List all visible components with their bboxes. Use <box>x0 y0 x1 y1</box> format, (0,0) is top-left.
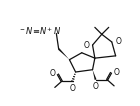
Text: O: O <box>93 82 99 91</box>
Text: O: O <box>84 41 89 50</box>
Text: O: O <box>116 37 122 46</box>
Polygon shape <box>93 70 97 80</box>
Text: O: O <box>113 68 119 77</box>
Polygon shape <box>58 48 69 60</box>
Text: $^-$N$\!\equiv\!$N$^+$N: $^-$N$\!\equiv\!$N$^+$N <box>18 25 61 37</box>
Text: O: O <box>50 69 56 78</box>
Text: O: O <box>70 84 75 93</box>
